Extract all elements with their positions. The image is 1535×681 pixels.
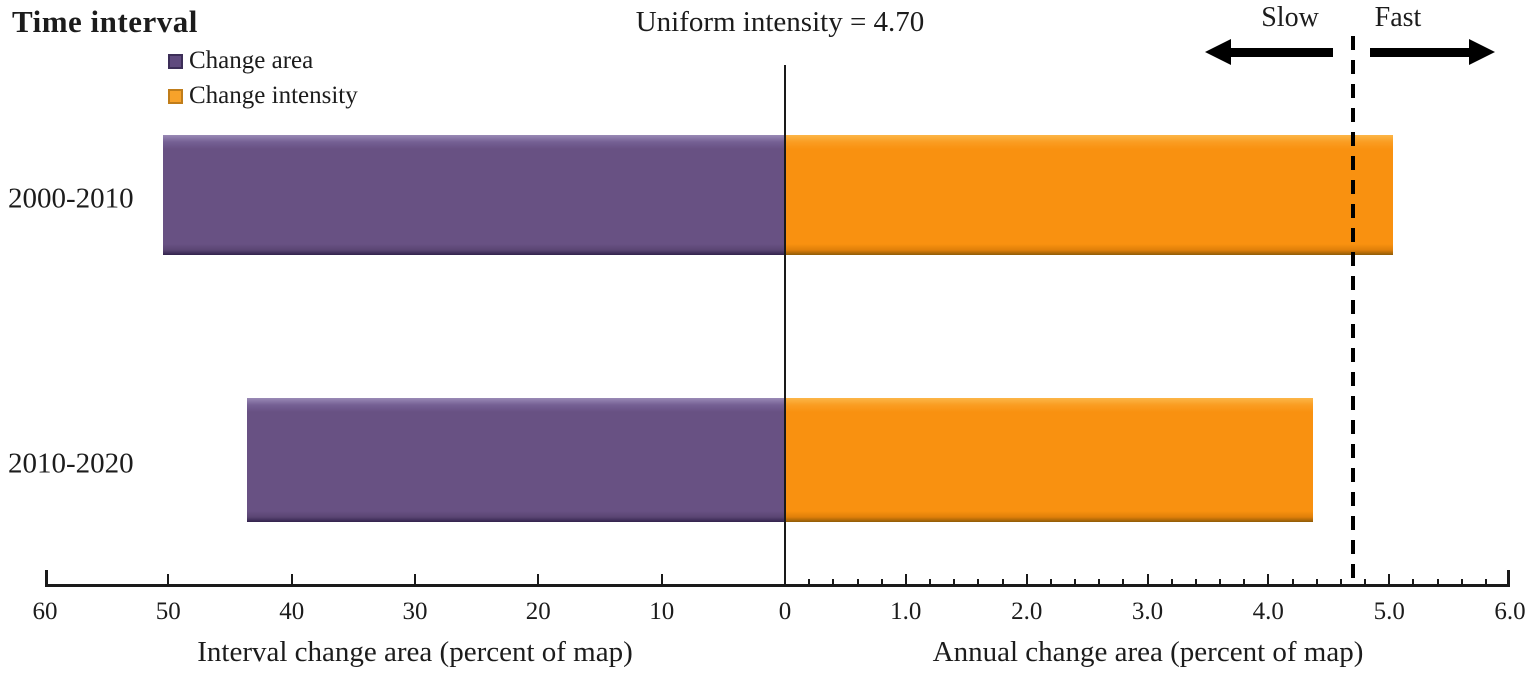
left-tick-label-60: 60 <box>32 598 58 625</box>
right-tick-label-6: 6.0 <box>1494 598 1526 625</box>
right-minor-tick <box>1484 579 1487 584</box>
right-minor-tick <box>1291 579 1294 584</box>
right-minor-tick <box>1243 579 1246 584</box>
right-minor-tick <box>1339 579 1342 584</box>
right-tick-label-2: 2.0 <box>1011 598 1043 625</box>
right-tick-label-1: 1.0 <box>890 598 922 625</box>
right-minor-tick <box>1315 579 1318 584</box>
right-minor-tick <box>1170 579 1173 584</box>
uniform-intensity-dashed-line <box>1350 36 1355 585</box>
axis-endcap-right <box>1507 570 1510 584</box>
right-minor-tick <box>1098 579 1101 584</box>
bar-change-area-2000-2010 <box>163 135 785 255</box>
right-minor-tick <box>1122 579 1125 584</box>
right-tick-3 <box>1146 574 1149 584</box>
right-minor-tick <box>808 579 811 584</box>
right-minor-tick <box>953 579 956 584</box>
right-minor-tick <box>832 579 835 584</box>
right-tick-5 <box>1388 574 1391 584</box>
left-tick-30 <box>414 574 416 584</box>
x-axis-line <box>45 584 1510 587</box>
right-minor-tick <box>856 579 859 584</box>
right-minor-tick <box>1001 579 1004 584</box>
category-label-2000-2010: 2000-2010 <box>8 182 134 215</box>
legend-item-change-area: Change area <box>168 48 358 74</box>
right-tick-1 <box>904 574 907 584</box>
bar-change-intensity-2010-2020 <box>785 398 1313 522</box>
bar-change-area-2010-2020 <box>247 398 785 522</box>
left-tick-label-40: 40 <box>279 598 305 625</box>
right-minor-tick <box>1460 579 1463 584</box>
right-minor-tick <box>929 579 931 584</box>
right-tick-label-3: 3.0 <box>1131 598 1164 625</box>
right-minor-tick <box>1412 579 1415 584</box>
left-tick-label-30: 30 <box>402 598 428 625</box>
legend-label-change-area: Change area <box>189 47 314 74</box>
category-label-2010-2020: 2010-2020 <box>8 447 134 480</box>
right-minor-tick <box>977 579 980 584</box>
right-tick-label-4: 4.0 <box>1252 598 1284 625</box>
right-tick-4 <box>1267 574 1270 584</box>
right-tick-2 <box>1025 574 1028 584</box>
zero-tick <box>784 571 786 584</box>
change-intensity-swatch-icon <box>168 88 183 104</box>
right-minor-tick <box>1436 579 1439 584</box>
left-tick-50 <box>167 574 170 584</box>
left-tick-40 <box>290 574 293 584</box>
right-minor-tick <box>1049 579 1052 584</box>
left-tick-10 <box>660 574 663 584</box>
right-tick-label-5: 5.0 <box>1373 598 1405 625</box>
legend-item-change-intensity: Change intensity <box>168 83 358 109</box>
left-tick-20 <box>537 574 540 584</box>
left-tick-label-50: 50 <box>155 598 181 625</box>
left-tick-label-20: 20 <box>525 598 551 625</box>
uniform-intensity-annotation: Uniform intensity = 4.70 <box>635 6 925 38</box>
fast-label: Fast <box>1374 2 1422 33</box>
bar-change-intensity-2000-2010 <box>785 135 1393 255</box>
right-minor-tick <box>880 579 883 584</box>
right-minor-tick <box>1364 579 1366 584</box>
right-minor-tick <box>1074 579 1076 584</box>
chart-title: Time interval <box>12 4 198 39</box>
right-axis-label: Annual change area (percent of map) <box>932 636 1364 668</box>
axis-endcap-left <box>45 570 48 584</box>
right-minor-tick <box>1219 579 1221 584</box>
left-axis-label: Interval change area (percent of map) <box>197 636 633 668</box>
left-tick-label-10: 10 <box>649 598 675 625</box>
legend: Change area Change intensity <box>168 48 358 109</box>
legend-label-change-intensity: Change intensity <box>189 82 358 109</box>
change-area-swatch-icon <box>168 53 183 69</box>
right-minor-tick <box>1194 579 1197 584</box>
slow-label: Slow <box>1261 2 1319 33</box>
zero-axis-line <box>784 65 786 585</box>
zero-tick-label: 0 <box>778 598 792 625</box>
